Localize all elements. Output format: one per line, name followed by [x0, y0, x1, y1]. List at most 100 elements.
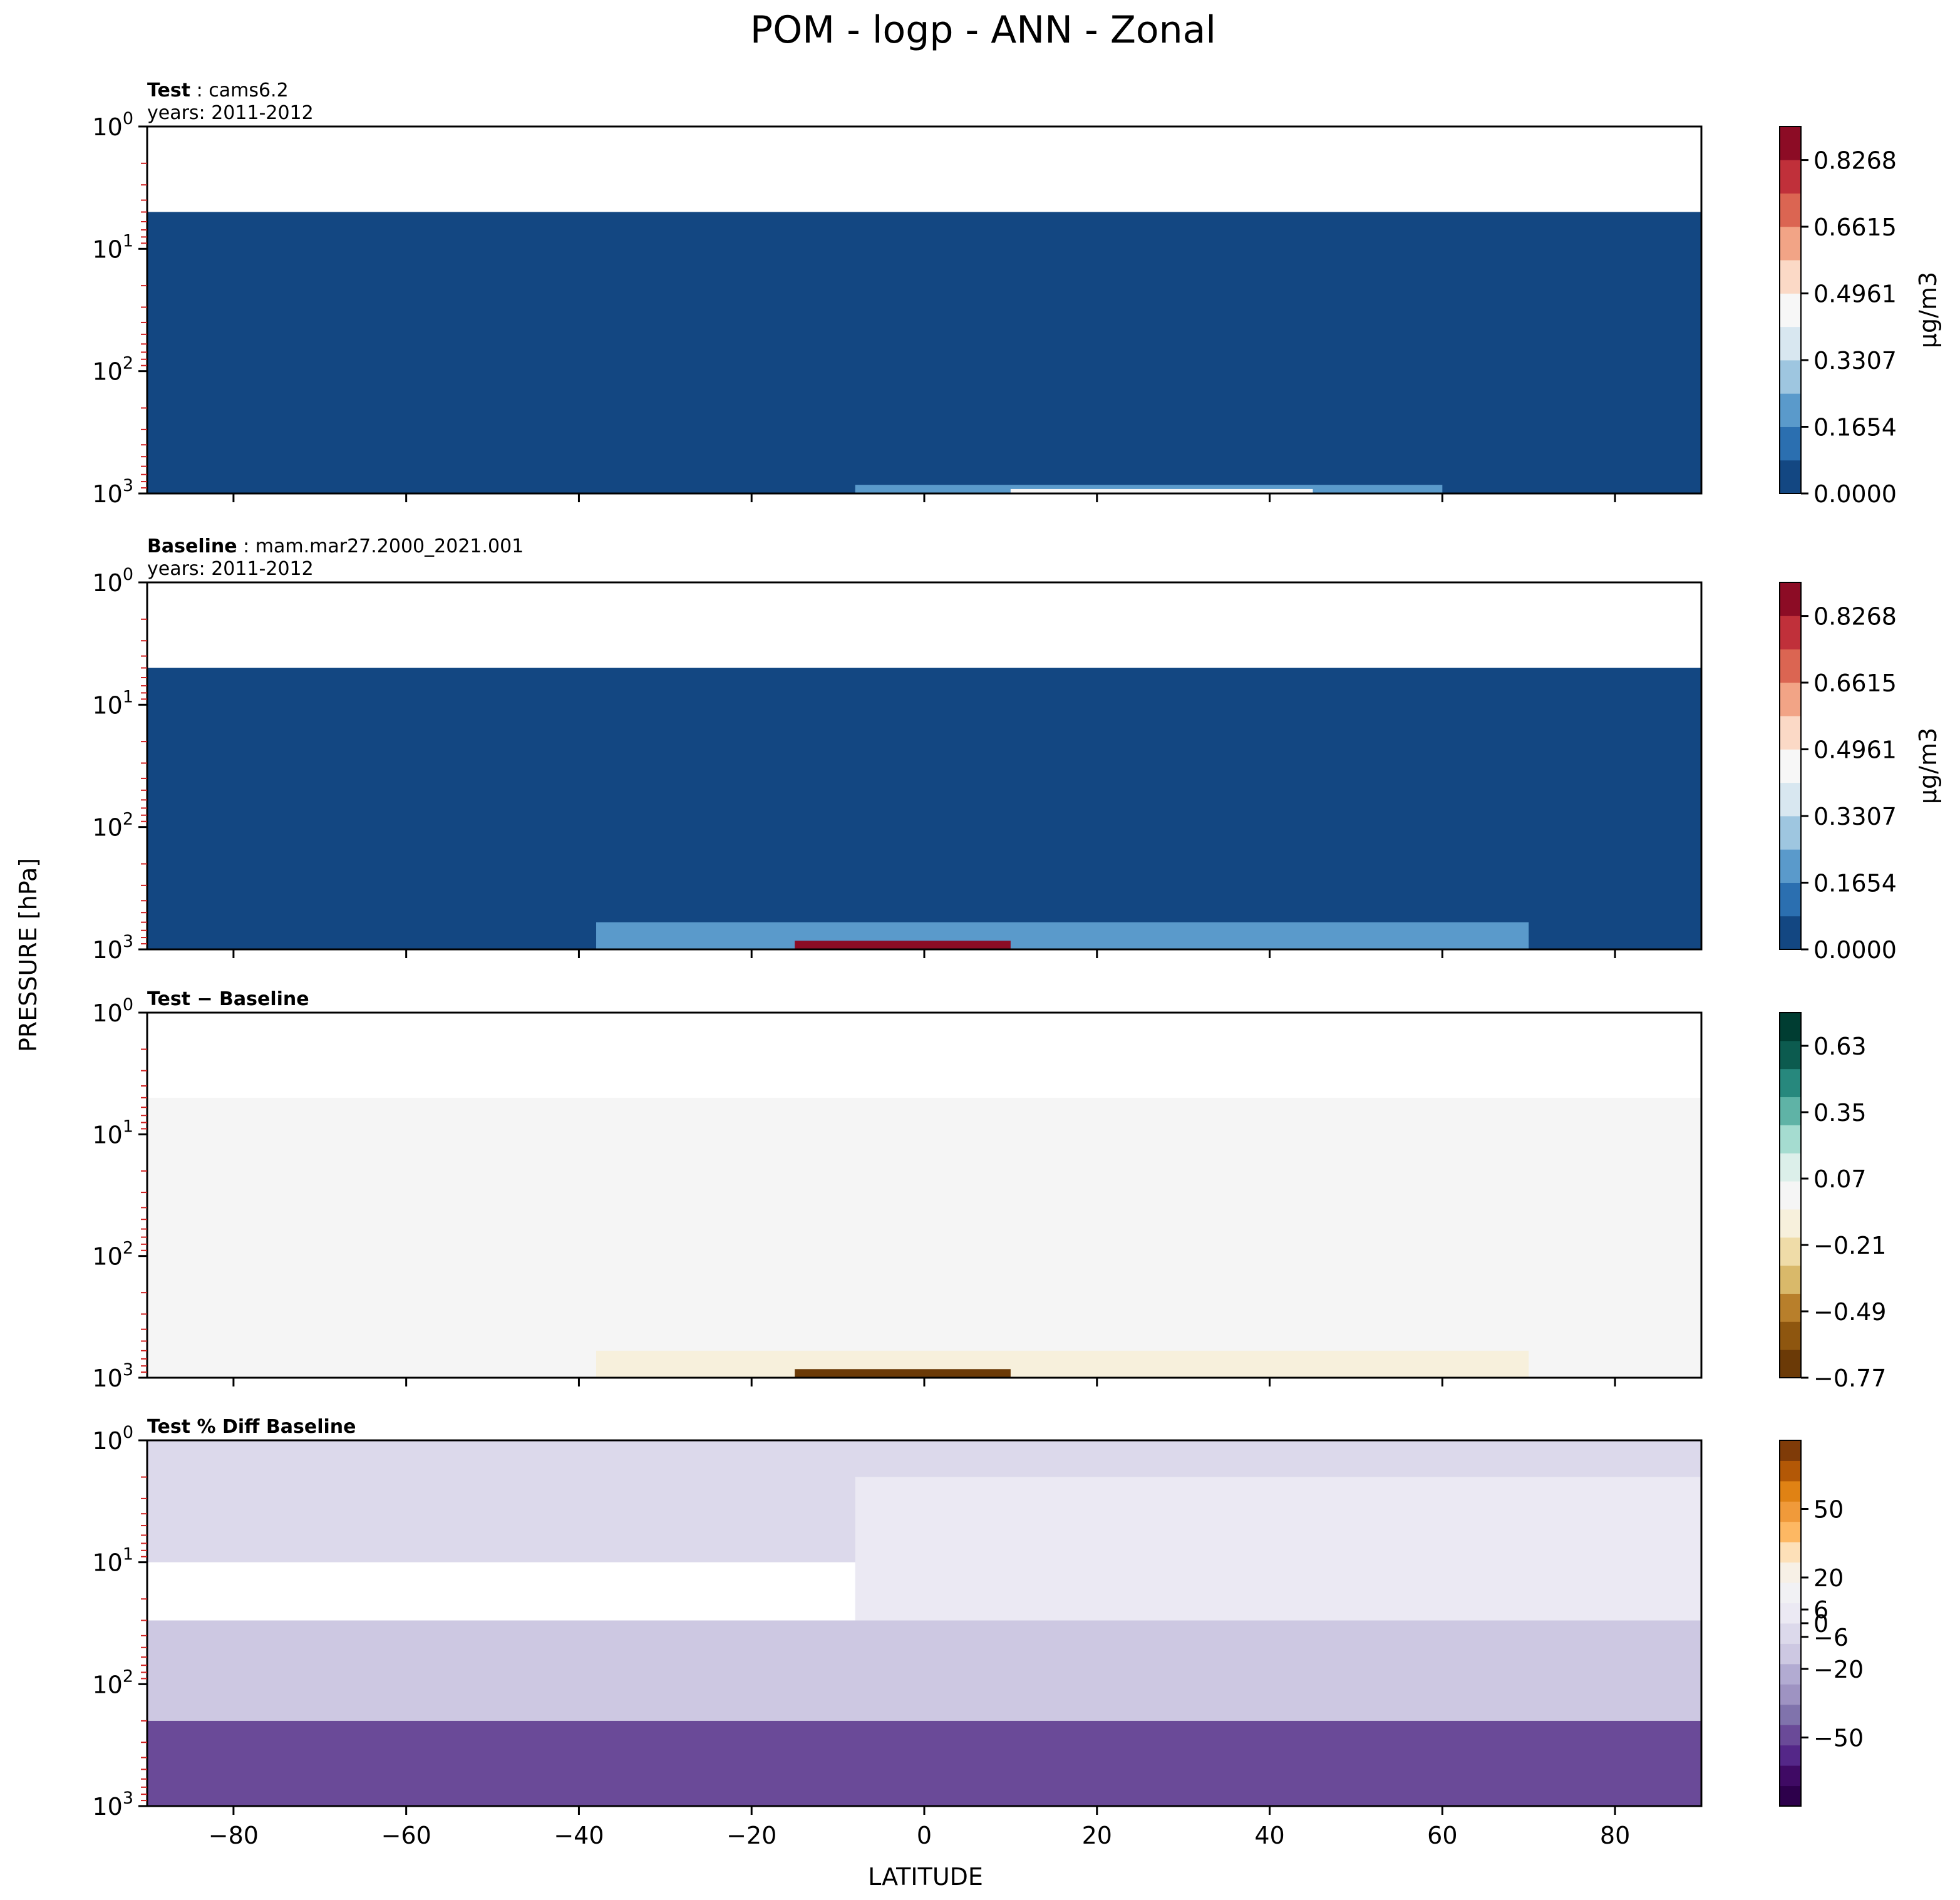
field-band-4	[147, 1720, 1701, 1806]
colorbar-tick-label: 0.07	[1813, 1165, 1867, 1193]
colorbar-segment	[1780, 916, 1801, 950]
colorbar-tick-label: −6	[1813, 1624, 1849, 1651]
y-tick-label: 100	[92, 1423, 133, 1455]
colorbar-segment	[1780, 649, 1801, 683]
colorbar: −0.77 −0.49 −0.21 0.07 0.35 0.63	[1779, 1012, 1886, 1392]
colorbar-segment	[1780, 1265, 1801, 1294]
colorbar-tick-label: −0.21	[1813, 1232, 1886, 1259]
panel-subtitle: years: 2011-2012	[147, 102, 314, 124]
colorbar-tick-label: 0.6615	[1813, 669, 1897, 697]
x-tick-label: −80	[209, 1822, 259, 1849]
colorbar-segment	[1780, 1097, 1801, 1125]
field-band-3	[147, 1620, 1701, 1721]
colorbar-segment	[1780, 1321, 1801, 1350]
colorbar-segment	[1780, 616, 1801, 650]
colorbar-tick-label: 0.0000	[1813, 936, 1897, 964]
colorbar-segment	[1780, 1209, 1801, 1238]
field-band-1	[147, 668, 1701, 949]
colorbar-segment	[1780, 1181, 1801, 1210]
field-band-3	[1010, 488, 1313, 493]
colorbar-segment	[1780, 882, 1801, 917]
colorbar-segment	[1780, 815, 1801, 850]
colorbar-frame	[1779, 1012, 1802, 1378]
colorbar-segment	[1780, 1582, 1801, 1604]
y-tick-label: 101	[92, 1545, 133, 1577]
colorbar-segment	[1780, 1542, 1801, 1563]
panel-title: Test % Diff Baseline	[147, 1416, 356, 1438]
colorbar-segment	[1780, 1663, 1801, 1685]
colorbar-tick-label: −20	[1813, 1656, 1864, 1683]
colorbar-segment	[1780, 749, 1801, 783]
colorbar-segment	[1780, 326, 1801, 361]
colorbar-tick-label: 0.3307	[1813, 347, 1897, 374]
colorbar-segment	[1780, 716, 1801, 750]
y-tick-label: 102	[92, 1666, 133, 1698]
colorbar-segment	[1780, 1785, 1801, 1807]
colorbar-label: μg/m3	[1914, 728, 1942, 804]
colorbar-segment	[1780, 1040, 1801, 1070]
colorbar-segment	[1780, 1643, 1801, 1665]
panel-2: 100 101 102 103 Baseline : mam.mar27.2000_20…	[92, 535, 1942, 964]
colorbar-segment	[1780, 226, 1801, 261]
colorbar-segment	[1780, 1480, 1801, 1502]
x-tick-label: 0	[917, 1822, 932, 1849]
panel-title: Baseline : mam.mar27.2000_2021.001	[147, 535, 524, 557]
x-axis-label: LATITUDE	[868, 1863, 983, 1891]
colorbar-tick-label: 0.1654	[1813, 869, 1897, 897]
y-tick-label: 103	[92, 476, 133, 508]
x-tick-label: 80	[1600, 1822, 1630, 1849]
colorbar-segment	[1780, 849, 1801, 883]
colorbar-segment	[1780, 1562, 1801, 1583]
y-tick-label: 102	[92, 1239, 133, 1271]
colorbar-segment	[1780, 1440, 1801, 1461]
colorbar-segment	[1780, 1153, 1801, 1182]
colorbar-segment	[1780, 126, 1801, 160]
x-tick-label: 60	[1427, 1822, 1457, 1849]
colorbar-tick-label: 0.3307	[1813, 803, 1897, 830]
colorbar-segment	[1780, 682, 1801, 716]
panel-subtitle: years: 2011-2012	[147, 558, 314, 580]
colorbar-segment	[1780, 1725, 1801, 1746]
panel-title: Test − Baseline	[147, 988, 309, 1010]
colorbar-tick-label: 0.4961	[1813, 281, 1897, 308]
colorbar-segment	[1780, 160, 1801, 194]
colorbar-tick-label: 0.6615	[1813, 214, 1897, 241]
colorbar-tick-label: 0.35	[1813, 1099, 1867, 1127]
colorbar-tick-label: 0.0000	[1813, 480, 1897, 508]
colorbar: −50 −20 −606 20 50	[1779, 1440, 1864, 1807]
colorbar-tick-label: 0.63	[1813, 1033, 1867, 1060]
colorbar-segment	[1780, 460, 1801, 494]
colorbar-segment	[1780, 193, 1801, 227]
colorbar-segment	[1780, 582, 1801, 616]
y-tick-label: 101	[92, 1117, 133, 1149]
colorbar-label: μg/m3	[1914, 272, 1942, 348]
y-tick-label: 100	[92, 109, 133, 141]
colorbar-tick-label: 0.1654	[1813, 413, 1897, 441]
colorbar-segment	[1780, 1501, 1801, 1522]
panel-title: Test : cams6.2	[147, 80, 289, 101]
colorbar-segment	[1780, 782, 1801, 817]
colorbar-tick-label: −50	[1813, 1725, 1864, 1752]
colorbar-segment	[1780, 1237, 1801, 1266]
colorbar-segment	[1780, 260, 1801, 294]
colorbar-frame	[1779, 126, 1802, 494]
colorbar-segment	[1780, 1293, 1801, 1322]
y-tick-label: 100	[92, 565, 133, 597]
colorbar-segment	[1780, 1684, 1801, 1705]
y-tick-label: 100	[92, 995, 133, 1027]
colorbar-tick-label: 50	[1813, 1496, 1844, 1524]
y-tick-label: 103	[92, 932, 133, 964]
y-axis-label: PRESSURE [hPa]	[14, 858, 42, 1052]
field-band-3	[795, 941, 1011, 949]
colorbar: 0.0000 0.1654 0.3307 0.4961 0.6615 0.8268 μg/m…	[1779, 126, 1942, 508]
x-tick-label: −60	[381, 1822, 431, 1849]
colorbar-segment	[1780, 1603, 1801, 1624]
field-band-1	[147, 1097, 1701, 1378]
colorbar: 0.0000 0.1654 0.3307 0.4961 0.6615 0.8268 μg/m…	[1779, 582, 1942, 964]
colorbar-segment	[1780, 1623, 1801, 1644]
y-tick-label: 103	[92, 1789, 133, 1820]
colorbar-tick-label: −0.49	[1813, 1298, 1886, 1326]
